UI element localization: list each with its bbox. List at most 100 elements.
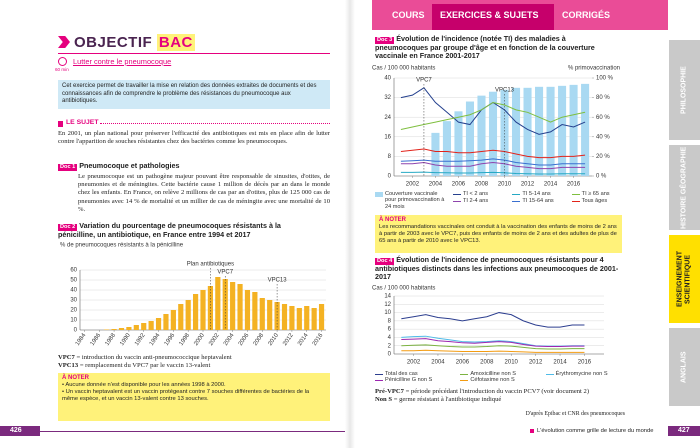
note-item: • Un vaccin heptavalent est un vaccin pr… [62, 389, 310, 402]
bar [454, 111, 463, 176]
sujet-text: En 2001, un plan national pour préserver… [58, 130, 330, 146]
legend-item: Érythromycine non S [545, 371, 625, 377]
side-tab[interactable]: PHILOSOPHIE [669, 40, 700, 140]
x-tick-label: 2014 [297, 332, 310, 347]
y2-tick-label: 0 % [596, 174, 607, 180]
y-axis-label: Cas / 100 000 habitants [372, 66, 435, 72]
bar [111, 329, 117, 330]
x-tick-label: 2006 [452, 182, 466, 188]
legend-swatch [460, 379, 469, 382]
bar [237, 284, 243, 330]
bar [569, 84, 578, 176]
x-tick-label: 2000 [193, 332, 206, 347]
legend-label: Céfotaxime non S [470, 377, 515, 384]
doc-title: Évolution de l'incidence de pneumocoques… [375, 255, 619, 282]
x-tick-label: 2012 [282, 332, 295, 347]
bar [259, 298, 265, 330]
y-tick-label: 20 [70, 308, 77, 314]
bar [118, 328, 125, 330]
y-tick-label: 40 [384, 76, 391, 82]
legend-item: TI 15-64 ans [512, 198, 565, 205]
legend-swatch [375, 379, 383, 382]
side-tab[interactable]: ENSEIGNEMENT SCIENTIFIQUE [669, 235, 700, 323]
rule [58, 53, 330, 54]
line [400, 148, 586, 159]
bar [274, 302, 280, 330]
tab[interactable]: EXERCICES & SUJETS [440, 10, 539, 20]
x-tick-label: 2016 [578, 360, 592, 366]
x-tick-label: 2010 [498, 182, 512, 188]
legend-label: Total des cas [385, 371, 418, 377]
y-tick-label: 8 [388, 154, 392, 160]
doc-tag: Doc 3 [375, 37, 395, 44]
legend-label: Pénicilline G non S [385, 377, 433, 384]
line [400, 162, 586, 170]
doc1-text: Le pneumocoque est un pathogène majeur p… [78, 173, 330, 213]
y2-tick-label: 60 % [596, 115, 610, 121]
y2-tick-label: 80 % [596, 95, 610, 101]
bar [200, 290, 206, 330]
bar [296, 308, 302, 330]
rule [100, 123, 330, 124]
doc4-chart: 0 2 4 6 8 10 12 14 Cas / 100 000 habitants 2002 20… [372, 286, 604, 366]
active-tab-bg [432, 4, 554, 30]
line [400, 158, 586, 166]
bar [488, 91, 498, 176]
x-tick-label: 2008 [253, 332, 266, 347]
doc4-note: Pré-VPC7 = période précédant l'introduct… [375, 388, 625, 396]
doc-tag: Doc 1 [58, 164, 78, 171]
note-box: À NOTER • Aucune donnée n'est disponible… [58, 373, 330, 421]
doc2-chart: 0 10 20 30 40 50 60 % de pneumocoques résistant… [60, 243, 326, 347]
x-tick-label: 2008 [480, 360, 494, 366]
legend: Couverture vaccinale pour primovaccinati… [375, 191, 625, 210]
y-tick-label: 24 [384, 115, 391, 121]
clock-icon [58, 57, 67, 66]
doc-tag: Doc 2 [58, 224, 78, 231]
x-tick-label: 1988 [104, 332, 117, 347]
annotation: VPC7 [217, 270, 233, 276]
note-text: = période précédant l'introduction du va… [405, 388, 590, 395]
bar [281, 304, 288, 330]
y2-tick-label: 40 % [596, 134, 610, 140]
x-tick-label: 2012 [529, 360, 543, 366]
y-axis-label: % de pneumocoques résistants à la pénici… [60, 243, 184, 249]
side-tab[interactable]: ANGLAIS [669, 328, 700, 406]
x-tick-label: 1994 [149, 332, 162, 347]
annotation: VPC7 [416, 78, 432, 84]
doc4-heading: Doc 4 Évolution de l'incidence de pneumo… [375, 255, 620, 282]
bar [230, 282, 236, 330]
doc-title: Variation du pourcentage de pneumocoques… [58, 221, 281, 239]
line [401, 344, 585, 350]
duration: 60 min [55, 67, 69, 72]
note-text: Un vaccin heptavalent est un vaccin prot… [62, 389, 310, 402]
gutter [345, 0, 355, 448]
legend-label: TI 5-14 ans [522, 191, 551, 197]
y-tick-label: 60 [70, 268, 77, 274]
legend-swatch [375, 191, 383, 197]
source: D'après Epibac et CNR des pneumocoques [525, 411, 625, 417]
side-tab[interactable]: HISTOIRE GÉOGRAPHIE [669, 145, 700, 230]
legend-label: TI < 2 ans [463, 191, 489, 197]
bar [535, 86, 544, 176]
y2-tick-label: 20 % [596, 154, 610, 160]
bar [477, 95, 486, 176]
line [400, 171, 586, 175]
x-tick-label: 1996 [164, 332, 177, 347]
bar [170, 310, 176, 330]
note-term: Pré-VPC7 [375, 388, 404, 395]
legend-item: TI 2-4 ans [453, 198, 506, 205]
tab[interactable]: COURS [392, 10, 425, 20]
x-tick-label: 2014 [544, 182, 558, 188]
annotation: VPC13 [268, 278, 288, 284]
legend-label: Couverture vaccinale pour primovaccinati… [385, 191, 445, 210]
y2-axis-label: % primovaccination [568, 66, 620, 72]
bar [185, 300, 191, 330]
legend-label: TI ≥ 65 ans [581, 191, 610, 197]
legend-label: Tous âges [581, 198, 608, 204]
tab[interactable]: CORRIGÉS [562, 10, 611, 20]
y-tick-label: 32 [384, 95, 391, 101]
legend-item: Total des cas [375, 371, 454, 377]
x-tick-label: 1998 [179, 332, 192, 347]
y2-tick-label: 100 % [596, 76, 614, 82]
x-tick-label: 2006 [456, 360, 470, 366]
